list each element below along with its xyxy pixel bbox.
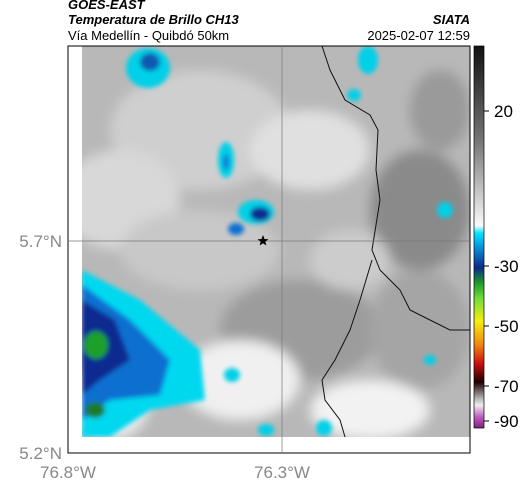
timestamp: 2025-02-07 12:59 (367, 28, 470, 43)
longitude-label: 76.8°W (40, 463, 96, 482)
organization: SIATA (432, 12, 470, 27)
location-marker (257, 235, 269, 246)
colorbar-tick-label: -50 (494, 317, 519, 336)
colorbar-tick-label: -70 (494, 377, 519, 396)
satellite-image (82, 46, 470, 437)
latitude-label: 5.7°N (19, 232, 62, 251)
colorbar-tick-label: -90 (494, 412, 519, 431)
longitude-label: 76.3°W (254, 463, 310, 482)
region: Vía Medellín - Quibdó 50km (68, 28, 230, 43)
map-frame (67, 45, 471, 454)
colorbar (473, 45, 485, 429)
latitude-label: 5.2°N (19, 444, 62, 463)
product-title: Temperatura de Brillo CH13 (68, 12, 239, 27)
colorbar-tick-label: 20 (494, 102, 513, 121)
satellite-name: GOES-EAST (68, 0, 145, 12)
colorbar-tick-label: -30 (494, 257, 519, 276)
